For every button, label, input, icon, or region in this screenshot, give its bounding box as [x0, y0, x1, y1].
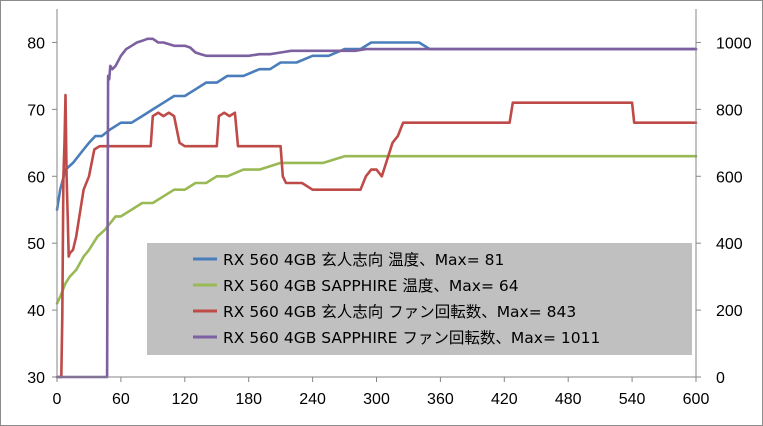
y-left-tick-label: 80 — [27, 35, 45, 52]
y-right-tick-label: 0 — [716, 370, 725, 387]
y-left-tick-label: 60 — [27, 169, 45, 186]
y-right-tick-label: 800 — [716, 102, 743, 119]
x-tick-label: 240 — [299, 391, 326, 408]
legend-label-4: RX 560 4GB SAPPHIRE ファン回転数、Max= 1011 — [223, 329, 600, 347]
x-tick-label: 60 — [112, 391, 130, 408]
x-tick-label: 120 — [171, 391, 198, 408]
x-tick-label: 480 — [555, 391, 582, 408]
x-tick-label: 540 — [619, 391, 646, 408]
x-tick-label: 360 — [427, 391, 454, 408]
series-line-4 — [55, 37, 698, 379]
x-tick-label: 0 — [53, 391, 62, 408]
legend-label-2: RX 560 4GB SAPPHIRE 温度、Max= 64 — [223, 277, 519, 295]
y-right-tick-label: 200 — [716, 303, 743, 320]
legend-label-3: RX 560 4GB 玄人志向 ファン回転数、Max= 843 — [223, 303, 576, 321]
series-layer — [55, 37, 698, 379]
x-tick-label: 180 — [235, 391, 262, 408]
legend-box — [147, 243, 692, 355]
y-left-tick-label: 70 — [27, 102, 45, 119]
axis-layer: 0 60 120 180 240 300 360 420 480 540 600 30 40 50 60 70… — [27, 9, 752, 408]
legend-label-1: RX 560 4GB 玄人志向 温度、Max= 81 — [223, 251, 504, 269]
y-right-tick-label: 600 — [716, 169, 743, 186]
y-right-tick-label: 1000 — [716, 35, 752, 52]
x-tick-label: 420 — [491, 391, 518, 408]
y-right-tick-label: 400 — [716, 236, 743, 253]
series-line-3 — [55, 93, 698, 379]
legend: RX 560 4GB 玄人志向 温度、Max= 81 RX 560 4GB SAP… — [147, 243, 692, 355]
y-left-tick-label: 50 — [27, 236, 45, 253]
x-tick-label: 300 — [363, 391, 390, 408]
x-tick-label: 600 — [683, 391, 710, 408]
series-line-2 — [55, 154, 698, 305]
y-left-tick-label: 30 — [27, 370, 45, 387]
y-left-tick-label: 40 — [27, 303, 45, 320]
